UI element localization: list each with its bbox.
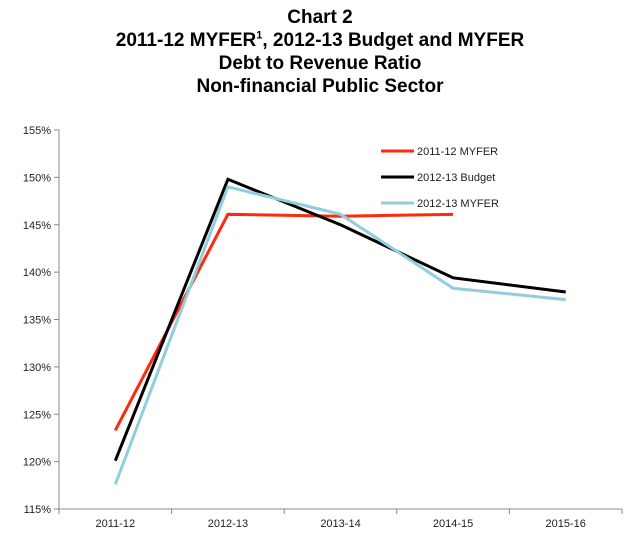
footnote-marker: 1 [256, 29, 263, 42]
chart-subtitle-1: 2011-12 MYFER1, 2012-13 Budget and MYFER [0, 29, 640, 52]
chart-series-lines [113, 177, 566, 485]
x-tick-label: 2014-15 [433, 518, 473, 530]
x-tick-label: 2015-16 [546, 518, 586, 530]
chart-subtitle-3: Non-financial Public Sector [196, 76, 444, 97]
x-tick-label: 2012-13 [208, 518, 248, 530]
series-line-2011-12-myfer [113, 212, 454, 432]
x-tick-label: 2013-14 [320, 518, 360, 530]
y-tick-label: 125% [23, 409, 51, 421]
series-line-2012-13-budget [113, 177, 566, 462]
legend-label: 2011-12 MYFER [417, 146, 498, 158]
subtitle-part-b: , 2012-13 Budget and MYFER [262, 30, 525, 51]
y-tick-label: 115% [24, 504, 52, 516]
chart-title: Chart 2 [287, 7, 353, 28]
chart-title-block: Chart 2 2011-12 MYFER1, 2012-13 Budget a… [0, 6, 640, 98]
legend-label: 2012-13 MYFER [417, 198, 499, 210]
y-tick-label: 150% [23, 172, 51, 184]
chart-subtitle-2: Debt to Revenue Ratio [218, 53, 422, 74]
y-tick-label: 155% [23, 125, 51, 137]
chart-axes: 115% 120% 125% 130% 135% 140% 145% 150% 155% 2011… [23, 125, 623, 530]
legend-label: 2012-13 Budget [417, 172, 495, 184]
y-tick-label: 130% [23, 362, 51, 374]
y-tick-label: 145% [23, 220, 51, 232]
y-tick-label: 140% [23, 267, 51, 279]
y-tick-label: 120% [23, 457, 51, 469]
subtitle-part-a: 2011-12 MYFER [115, 30, 257, 51]
x-tick-label: 2011-12 [96, 518, 136, 530]
y-tick-label: 135% [23, 315, 51, 327]
series-line-2012-13-myfer [113, 185, 566, 485]
chart-legend: 2011-12 MYFER 2012-13 Budget 2012-13 MYFER [381, 146, 499, 210]
